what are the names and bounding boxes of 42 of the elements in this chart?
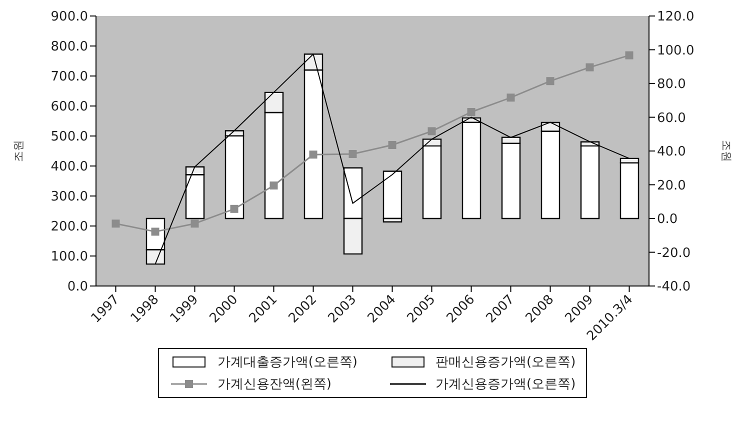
y-tick-label: 400.0 bbox=[50, 160, 88, 175]
legend-label: 가계대출증가액(오른쪽) bbox=[217, 354, 358, 371]
point bbox=[506, 94, 515, 102]
y2-tick-label: 40.0 bbox=[657, 144, 686, 160]
y2-axis-title: 조원 bbox=[720, 140, 734, 162]
y2-tick-label: 20.0 bbox=[657, 178, 686, 194]
point bbox=[190, 220, 199, 228]
point bbox=[112, 220, 120, 228]
y-tick-label: 200.0 bbox=[50, 220, 88, 235]
y2-tick-label: 80.0 bbox=[657, 77, 686, 92]
point bbox=[309, 150, 318, 159]
y-tick-label: 100.0 bbox=[50, 250, 88, 265]
point bbox=[388, 141, 396, 149]
bar bbox=[580, 145, 600, 220]
point bbox=[230, 204, 238, 213]
y-tick-label: 600.0 bbox=[50, 100, 88, 115]
point bbox=[467, 108, 476, 116]
y2-tick-label: -40.0 bbox=[657, 280, 691, 295]
point bbox=[586, 63, 594, 72]
y2-tick-label: -20.0 bbox=[657, 246, 691, 261]
bar bbox=[382, 170, 402, 220]
legend-label: 가계신용증가액(오른쪽) bbox=[436, 376, 576, 393]
y-axis-title: 조원 bbox=[12, 140, 25, 162]
y2-tick-label: 100.0 bbox=[657, 43, 694, 58]
bar bbox=[462, 122, 482, 220]
y-tick-label: 700.0 bbox=[50, 70, 88, 85]
y-tick-label: 800.0 bbox=[50, 40, 88, 55]
point bbox=[348, 150, 357, 158]
y-tick-label: 900.0 bbox=[50, 10, 88, 25]
legend-label: 가계신용잔액(왼쪽) bbox=[217, 376, 332, 393]
y2-tick-label: 120.0 bbox=[657, 10, 694, 25]
point bbox=[625, 51, 634, 60]
bar bbox=[620, 162, 640, 220]
y2-tick-label: 60.0 bbox=[657, 110, 686, 126]
y-tick-label: 500.0 bbox=[50, 130, 88, 145]
y2-tick-label: 0.0 bbox=[657, 212, 678, 228]
y-tick-label: 0.0 bbox=[67, 280, 88, 295]
y-tick-label: 300.0 bbox=[50, 190, 88, 205]
point bbox=[428, 127, 436, 136]
point bbox=[546, 77, 554, 86]
legend-label: 판매신용증가액(오른쪽) bbox=[436, 354, 576, 371]
point bbox=[270, 182, 278, 190]
